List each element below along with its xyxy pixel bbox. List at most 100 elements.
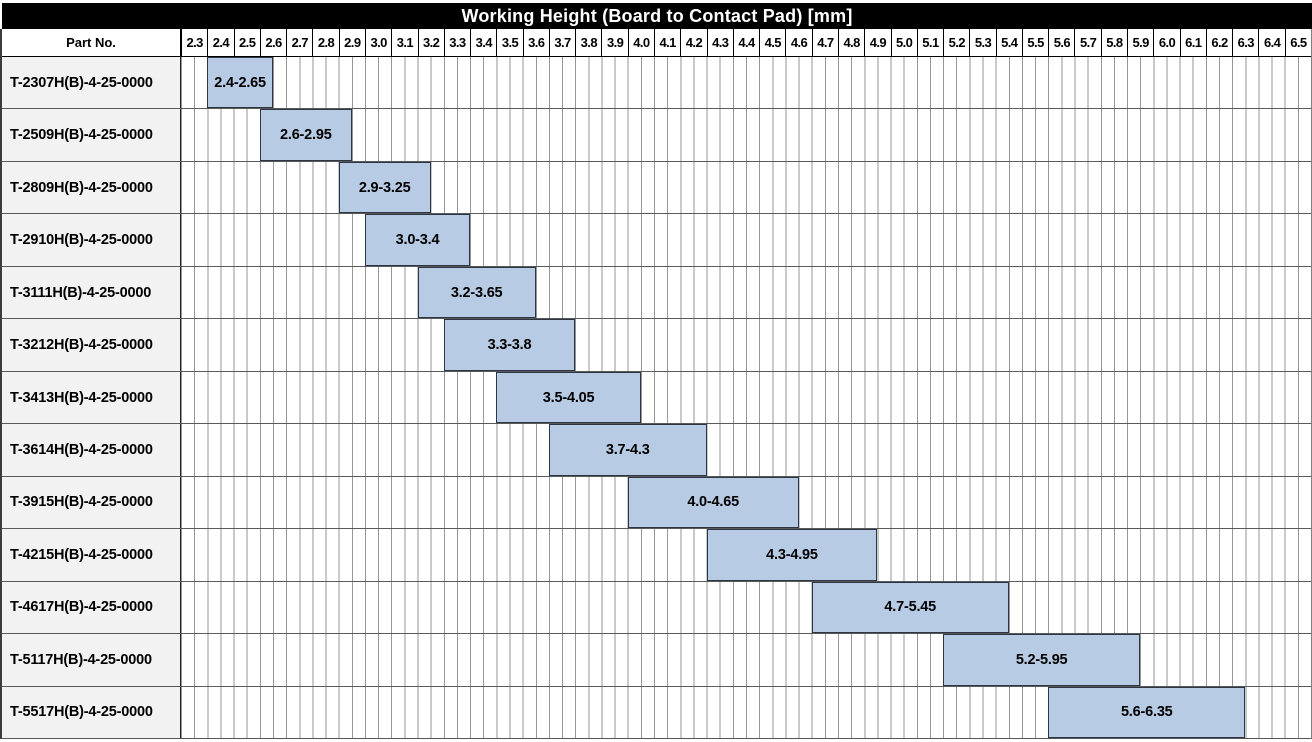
axis-tick-label: 4.7 [811, 29, 838, 56]
axis-tick-label: 5.3 [969, 29, 995, 56]
axis-tick-label: 6.4 [1258, 29, 1284, 56]
bar-range-label: 3.5-4.05 [542, 389, 595, 406]
axis-tick-label: 2.9 [338, 29, 365, 56]
table-row: T-4215H(B)-4-25-0000 4.3-4.95 [2, 528, 1311, 581]
row-chart-area: 5.6-6.35 [181, 686, 1311, 739]
row-chart-area: 5.2-5.95 [181, 634, 1311, 686]
table-row: T-2307H(B)-4-25-0000 2.4-2.65 [2, 57, 1311, 109]
axis-tick-label: 6.2 [1205, 29, 1232, 56]
table-row: T-3614H(B)-4-25-0000 3.7-4.3 [2, 423, 1311, 476]
part-number-cell: T-2509H(B)-4-25-0000 [2, 109, 181, 161]
table-row: T-5517H(B)-4-25-0000 5.6-6.35 [2, 685, 1311, 739]
table-row: T-3111H(B)-4-25-0000 3.2-3.65 [2, 265, 1311, 319]
table-row: T-2509H(B)-4-25-0000 2.6-2.95 [2, 108, 1311, 161]
working-height-range-bar: 2.9-3.25 [338, 161, 431, 214]
part-number-cell: T-3915H(B)-4-25-0000 [2, 476, 181, 529]
table-header-row: Part No. 2.3 2.4 2.5 2.6 2.7 2.8 2.9 3.0 3.1 3.2 3… [2, 29, 1311, 57]
axis-tick-label: 3.5 [496, 29, 522, 56]
axis-tick-label: 3.2 [417, 29, 444, 56]
bar-range-label: 4.0-4.65 [687, 494, 739, 511]
axis-tick-label: 5.0 [890, 29, 917, 56]
axis-tick-label: 3.7 [548, 29, 575, 56]
axis-tick-label: 2.8 [312, 29, 338, 56]
bar-range-label: 3.2-3.65 [450, 284, 503, 301]
axis-tick-label: 4.5 [759, 29, 785, 56]
bar-range-label: 5.6-6.35 [1120, 704, 1173, 721]
axis-tick-label: 3.0 [364, 29, 391, 56]
working-height-range-bar: 3.0-3.4 [364, 214, 471, 266]
axis-tick-label: 5.4 [995, 29, 1022, 56]
axis-tick-label: 6.5 [1284, 29, 1311, 56]
bar-range-label: 5.2-5.95 [1015, 651, 1068, 668]
axis-tick-label: 6.0 [1153, 29, 1179, 56]
axis-tick-label: 6.3 [1232, 29, 1258, 56]
table-row: T-2910H(B)-4-25-0000 3.0-3.4 [2, 213, 1311, 266]
part-number-cell: T-5117H(B)-4-25-0000 [2, 634, 181, 686]
part-number-cell: T-2307H(B)-4-25-0000 [2, 57, 181, 109]
row-chart-area: 3.2-3.65 [181, 266, 1311, 319]
axis-tick-label: 4.6 [785, 29, 811, 56]
part-number-cell: T-4617H(B)-4-25-0000 [2, 581, 181, 634]
axis-tick-label: 3.3 [443, 29, 470, 56]
axis-tick-label: 3.6 [522, 29, 549, 56]
part-number-cell: T-5517H(B)-4-25-0000 [2, 686, 181, 739]
axis-tick-label: 5.2 [943, 29, 969, 56]
part-number-cell: T-2910H(B)-4-25-0000 [2, 214, 181, 266]
table-row: T-3212H(B)-4-25-0000 3.3-3.8 [2, 318, 1311, 371]
row-chart-area: 3.5-4.05 [181, 371, 1311, 424]
row-chart-area: 4.0-4.65 [181, 476, 1311, 529]
bar-range-label: 2.4-2.65 [214, 74, 266, 91]
working-height-range-bar: 4.7-5.45 [811, 581, 1009, 634]
row-chart-area: 4.3-4.95 [181, 529, 1311, 581]
working-height-table: Part No. 2.3 2.4 2.5 2.6 2.7 2.8 2.9 3.0 3.1 3.2 3… [0, 29, 1312, 739]
axis-tick-label: 4.4 [732, 29, 759, 56]
chart-title-bar: Working Height (Board to Contact Pad) [m… [2, 3, 1312, 29]
axis-tick-label: 3.4 [470, 29, 496, 56]
table-body: T-2307H(B)-4-25-0000 2.4-2.65 T-2509H(B)-4… [2, 57, 1311, 739]
row-chart-area: 3.3-3.8 [181, 319, 1311, 371]
bar-range-label: 4.3-4.95 [766, 546, 818, 563]
axis-tick-label: 4.8 [837, 29, 864, 56]
working-height-range-bar: 3.5-4.05 [496, 371, 641, 424]
axis-tick-label: 2.7 [286, 29, 312, 56]
part-number-cell: T-3111H(B)-4-25-0000 [2, 266, 181, 319]
row-chart-area: 3.0-3.4 [181, 214, 1311, 266]
bar-range-label: 3.7-4.3 [605, 442, 650, 459]
axis-tick-label: 6.1 [1179, 29, 1206, 56]
working-height-range-bar: 3.7-4.3 [548, 424, 707, 476]
axis-tick-label: 3.9 [601, 29, 627, 56]
axis-tick-label: 5.1 [916, 29, 943, 56]
working-height-range-bar: 5.2-5.95 [943, 634, 1141, 686]
axis-tick-label: 2.6 [259, 29, 286, 56]
working-height-range-bar: 2.4-2.65 [207, 57, 273, 109]
axis-tick-row: 2.3 2.4 2.5 2.6 2.7 2.8 2.9 3.0 3.1 3.2 3.3 3.4 3.5 3… [181, 29, 1311, 56]
part-number-cell: T-2809H(B)-4-25-0000 [2, 161, 181, 214]
axis-tick-label: 4.9 [864, 29, 890, 56]
axis-tick-label: 5.7 [1074, 29, 1100, 56]
working-height-range-bar: 4.0-4.65 [627, 476, 799, 529]
axis-tick-label: 3.8 [575, 29, 601, 56]
axis-tick-label: 5.9 [1127, 29, 1153, 56]
table-row: T-3413H(B)-4-25-0000 3.5-4.05 [2, 370, 1311, 424]
working-height-range-bar: 4.3-4.95 [706, 529, 878, 581]
working-height-range-bar: 2.6-2.95 [259, 109, 352, 161]
table-row: T-4617H(B)-4-25-0000 4.7-5.45 [2, 580, 1311, 634]
part-number-cell: T-3614H(B)-4-25-0000 [2, 424, 181, 476]
bar-range-label: 3.3-3.8 [487, 337, 532, 354]
table-row: T-5117H(B)-4-25-0000 5.2-5.95 [2, 633, 1311, 686]
axis-tick-label: 2.5 [233, 29, 260, 56]
axis-tick-label: 4.3 [706, 29, 733, 56]
axis-tick-label: 4.0 [627, 29, 654, 56]
axis-tick-label: 2.4 [207, 29, 233, 56]
axis-tick-label: 4.1 [654, 29, 680, 56]
axis-tick-label: 5.6 [1048, 29, 1074, 56]
bar-range-label: 2.6-2.95 [280, 127, 332, 144]
axis-tick-label: 5.5 [1021, 29, 1048, 56]
axis-tick-label: 3.1 [391, 29, 417, 56]
working-height-range-bar: 3.2-3.65 [417, 266, 536, 319]
part-number-cell: T-4215H(B)-4-25-0000 [2, 529, 181, 581]
table-row: T-3915H(B)-4-25-0000 4.0-4.65 [2, 475, 1311, 529]
part-no-column-header: Part No. [2, 29, 181, 56]
table-row: T-2809H(B)-4-25-0000 2.9-3.25 [2, 160, 1311, 214]
